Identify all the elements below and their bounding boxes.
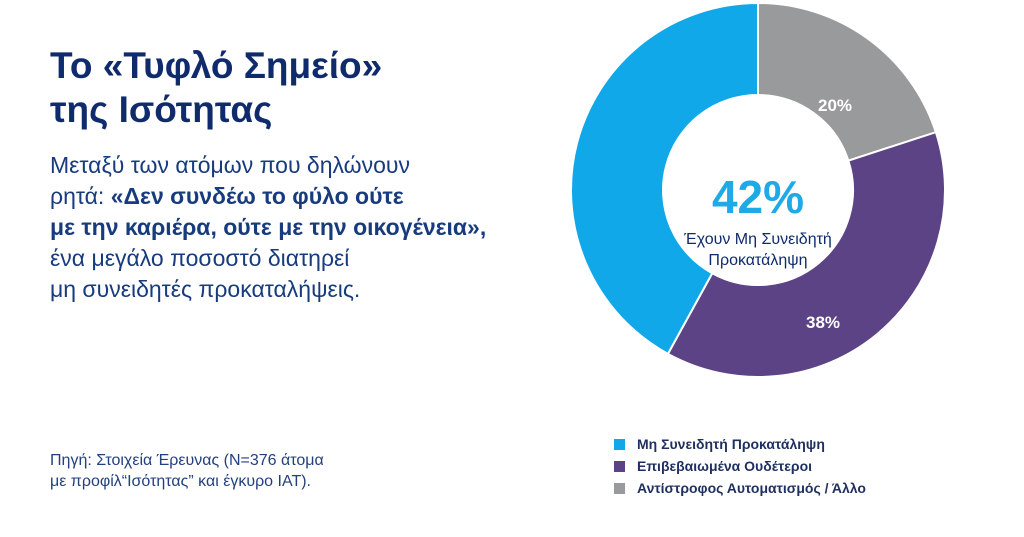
center-label-line-2: Προκατάληψη — [708, 252, 808, 269]
donut-slice-1 — [666, 130, 946, 378]
description-line-5: μη συνειδητές προκαταλήψεις. — [50, 276, 361, 302]
legend-label: Επιβεβαιωμένα Ουδέτεροι — [637, 458, 813, 474]
slice-label-38: 38% — [805, 313, 841, 332]
description-line-2-prefix: ρητά: — [50, 183, 111, 209]
legend-swatch — [614, 439, 625, 450]
center-label-line-1: Έχουν Μη Συνειδητή — [684, 231, 832, 248]
legend-label: Μη Συνειδητή Προκατάληψη — [637, 436, 825, 452]
donut-chart — [570, 4, 946, 378]
description-line-1: Μεταξύ των ατόμων που δηλώνουν — [50, 152, 410, 178]
description: Μεταξύ των ατόμων που δηλώνουν ρητά: «Δε… — [50, 150, 590, 305]
legend-item: Επιβεβαιωμένα Ουδέτεροι — [614, 456, 994, 477]
legend-swatch — [614, 461, 625, 472]
center-percentage: 42% — [711, 171, 805, 223]
slice-label-20: 20% — [817, 96, 853, 115]
description-quote-part-1: «Δεν συνδέω το φύλο ούτε — [110, 183, 404, 209]
description-line-4: ένα μεγάλο ποσοστό διατηρεί — [50, 245, 350, 271]
donut-slice-2 — [757, 4, 938, 162]
title-line-2: της Ισότητας — [50, 89, 273, 130]
page-title: Το «Τυφλό Σημείο» της Ισότητας — [50, 44, 450, 132]
legend-item: Μη Συνειδητή Προκατάληψη — [614, 434, 994, 455]
legend-label: Αντίστροφος Αυτοματισμός / Άλλο — [637, 480, 866, 496]
title-line-1: Το «Τυφλό Σημείο» — [50, 45, 383, 86]
source-note: Πηγή: Στοιχεία Έρευνας (N=376 άτομα με π… — [50, 450, 430, 492]
description-line-2: ρητά: «Δεν συνδέω το φύλο ούτε — [50, 181, 590, 212]
source-line-1: Πηγή: Στοιχεία Έρευνας (N=376 άτομα — [50, 452, 324, 469]
legend-swatch — [614, 483, 625, 494]
donut-slice-0 — [570, 4, 759, 356]
description-quote-part-2: με την καριέρα, ούτε με την οικογένεια», — [50, 214, 487, 240]
source-line-2: με προφίλ“Ισότητας” και έγκυρο IAT). — [50, 473, 311, 490]
legend: Μη Συνειδητή Προκατάληψη Επιβεβαιωμένα Ο… — [614, 434, 994, 500]
legend-item: Αντίστροφος Αυτοματισμός / Άλλο — [614, 478, 994, 499]
center-label: Έχουν Μη Συνειδητή Προκατάληψη — [653, 229, 863, 271]
